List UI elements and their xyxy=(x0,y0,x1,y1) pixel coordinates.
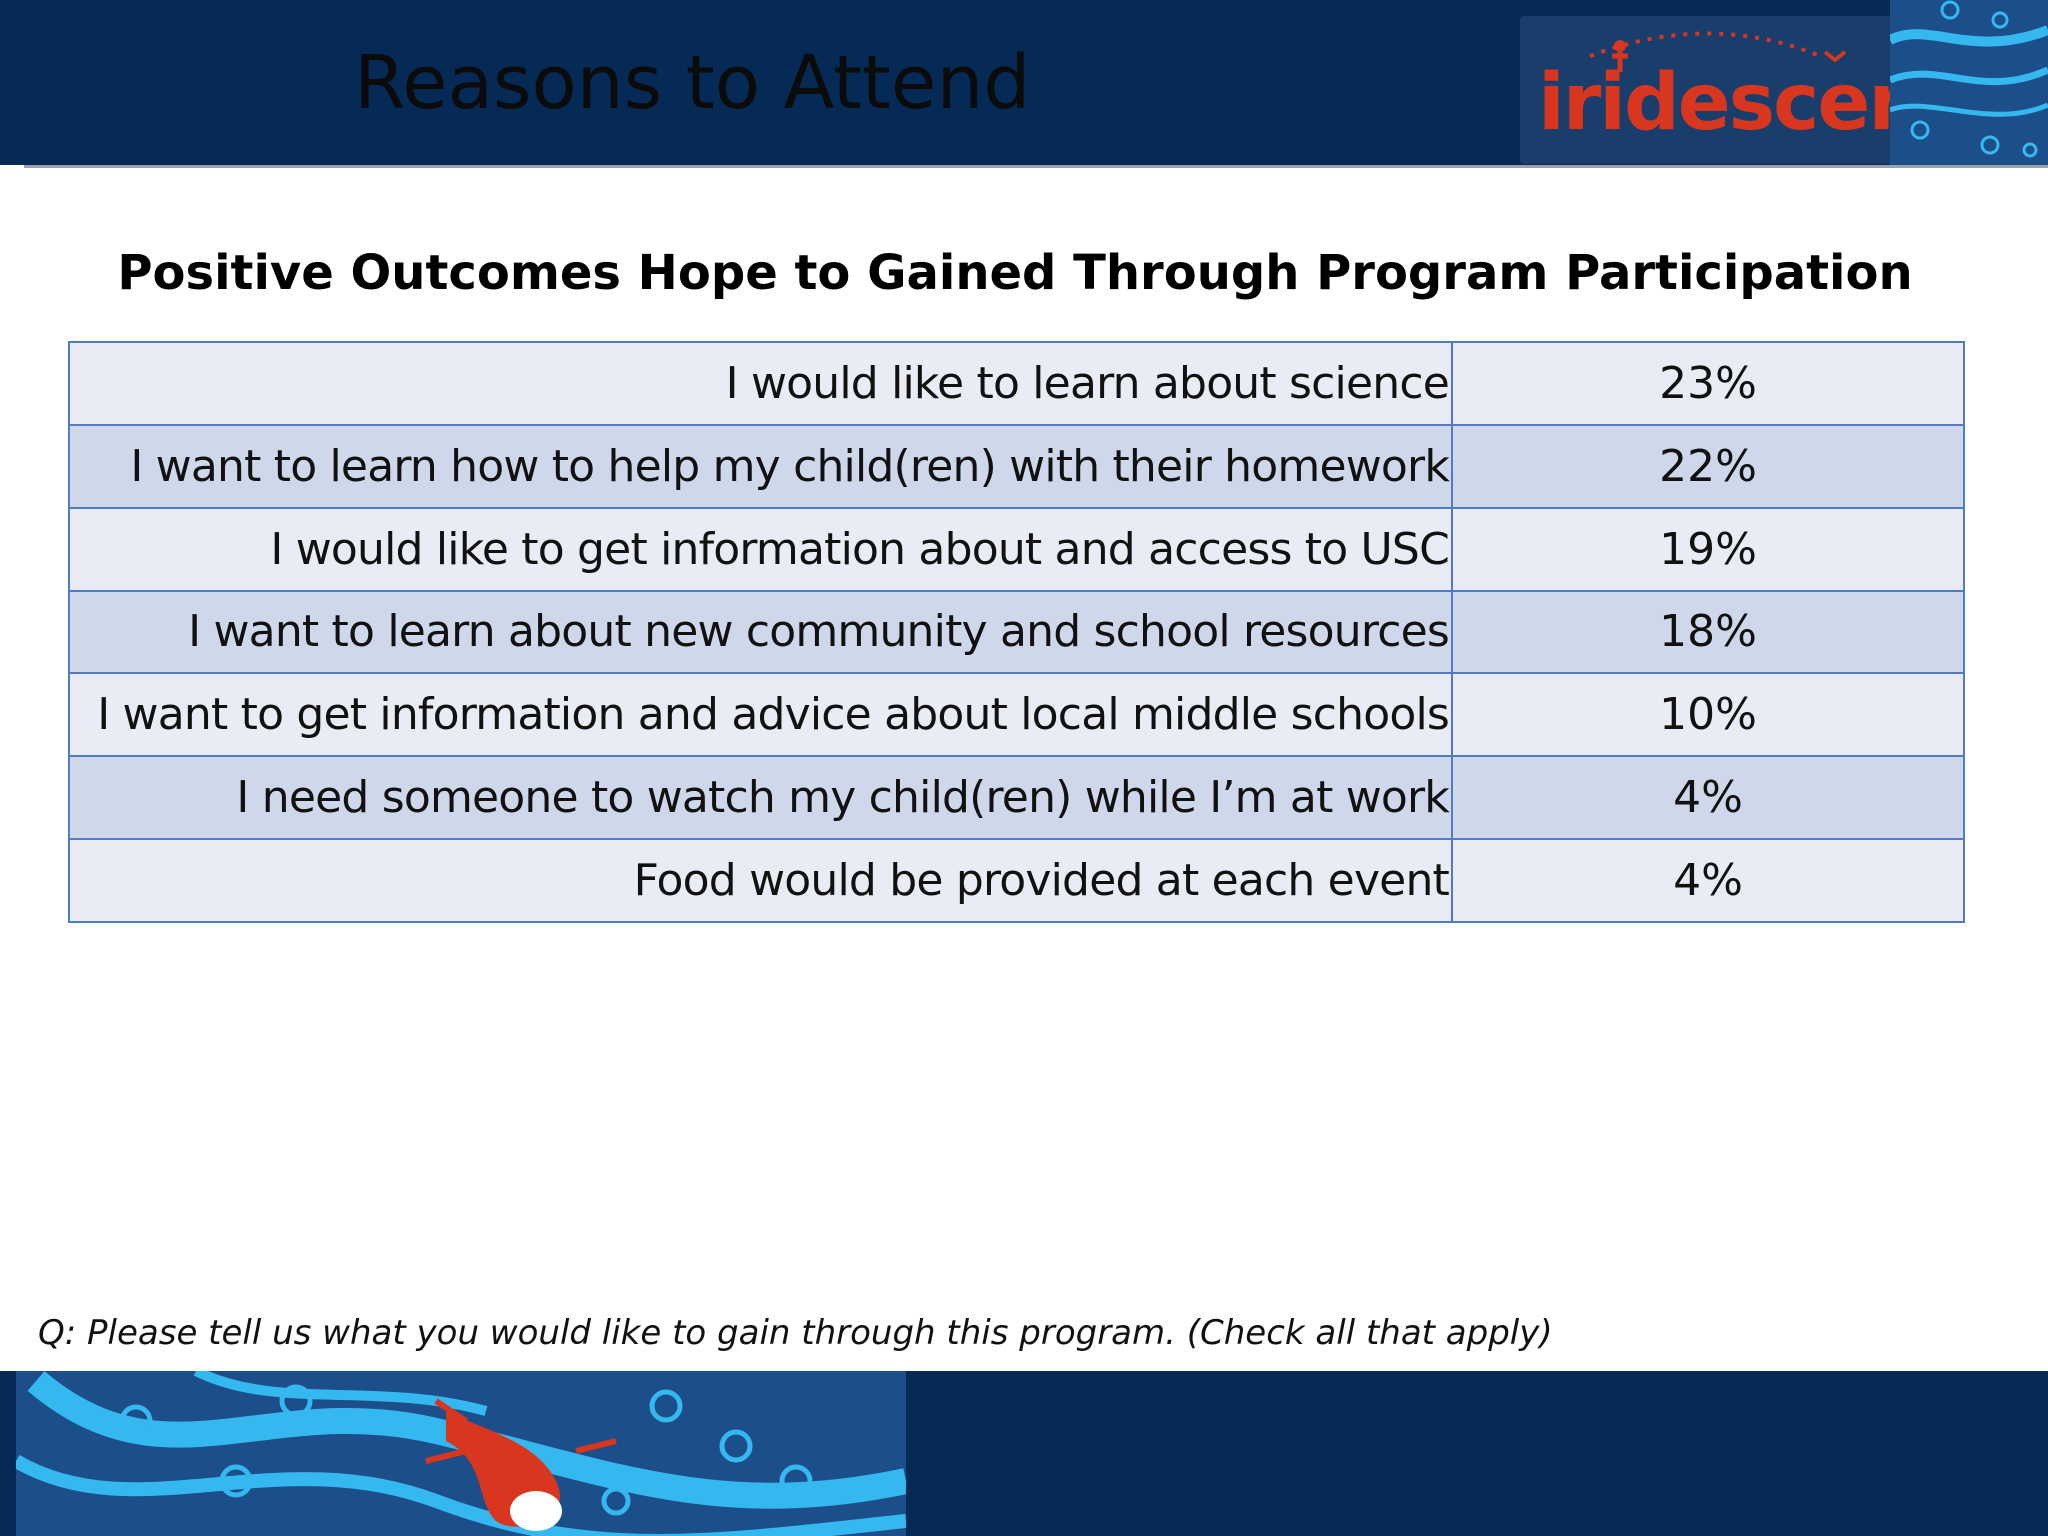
logo-wordmark: iridescent xyxy=(1538,58,1959,148)
reason-cell: I would like to learn about science xyxy=(68,341,1453,426)
logo-figure-icon xyxy=(1589,31,1847,72)
outcomes-table: I would like to learn about science 23% … xyxy=(68,341,1965,923)
percent-cell: 4% xyxy=(1451,838,1965,923)
table-row: I need someone to watch my child(ren) wh… xyxy=(68,755,1965,841)
percent-cell: 23% xyxy=(1451,341,1965,426)
table-row: I would like to get information about an… xyxy=(68,506,1965,592)
table-row: I would like to learn about science 23% xyxy=(68,341,1965,426)
table-row: Food would be provided at each event 4% xyxy=(68,838,1965,923)
iridescent-logo: iridescent xyxy=(1520,16,1959,164)
footer-band xyxy=(0,1371,2048,1536)
header-divider xyxy=(24,165,2048,168)
wave-decoration-icon xyxy=(1890,0,2048,168)
reason-cell: I need someone to watch my child(ren) wh… xyxy=(68,755,1453,841)
table-row: I want to learn about new community and … xyxy=(68,589,1965,675)
reason-cell: I would like to get information about an… xyxy=(68,506,1453,592)
reason-cell: Food would be provided at each event xyxy=(68,838,1453,923)
table-row: I want to get information and advice abo… xyxy=(68,672,1965,758)
percent-cell: 18% xyxy=(1451,589,1965,675)
footer-wave-art-icon xyxy=(16,1371,906,1536)
header-band: Reasons to Attend iridescent xyxy=(0,0,2048,168)
percent-cell: 4% xyxy=(1451,755,1965,841)
reason-cell: I want to learn about new community and … xyxy=(68,589,1453,675)
reason-cell: I want to learn how to help my child(ren… xyxy=(68,423,1453,509)
percent-cell: 22% xyxy=(1451,423,1965,509)
slide-title: Reasons to Attend xyxy=(354,40,1031,126)
survey-question: Q: Please tell us what you would like to… xyxy=(38,1313,1553,1353)
table-heading: Positive Outcomes Hope to Gained Through… xyxy=(117,245,1913,301)
reason-cell: I want to get information and advice abo… xyxy=(68,672,1453,758)
percent-cell: 10% xyxy=(1451,672,1965,758)
percent-cell: 19% xyxy=(1451,506,1965,592)
table-row: I want to learn how to help my child(ren… xyxy=(68,423,1965,509)
